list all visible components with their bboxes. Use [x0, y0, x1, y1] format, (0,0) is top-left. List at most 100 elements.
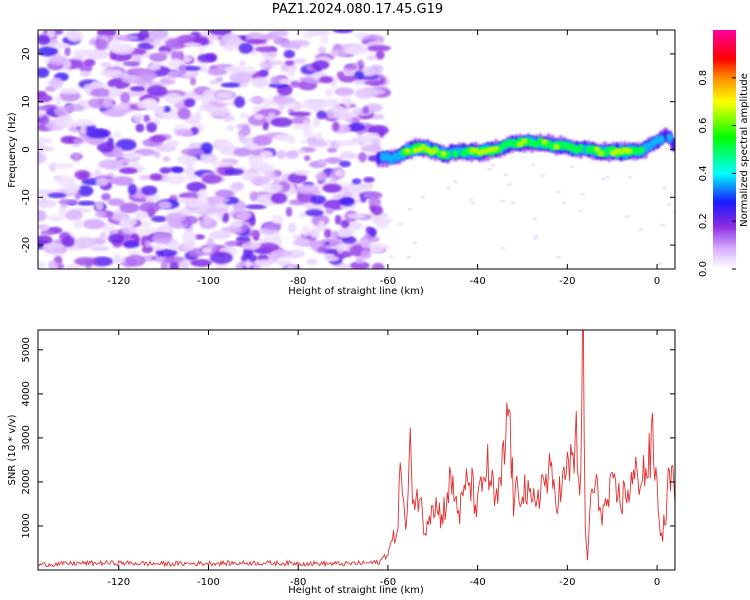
noise-cell [556, 255, 562, 259]
noise-cell [317, 220, 325, 231]
noise-cell [351, 107, 374, 116]
noise-cell [333, 112, 354, 121]
noise-cell [412, 241, 418, 245]
noise-cell [276, 259, 292, 267]
noise-cell [294, 42, 301, 51]
noise-cell [261, 33, 279, 40]
noise-cell [325, 207, 334, 215]
noise-cell [146, 85, 168, 97]
noise-cell [319, 76, 333, 84]
noise-cell [170, 50, 179, 61]
noise-cell [287, 66, 296, 77]
noise-cell [38, 146, 55, 152]
noise-cell [149, 173, 163, 181]
noise-cell [241, 241, 262, 250]
noise-cell [334, 214, 342, 225]
noise-cell [358, 152, 367, 163]
ridge-cell [492, 146, 500, 152]
noise-cell [74, 257, 97, 266]
noise-cell [131, 113, 145, 123]
noise-cell [98, 159, 122, 170]
noise-cell [216, 91, 233, 100]
noise-cell [490, 163, 496, 167]
y-tick-label: 5000 [21, 337, 32, 362]
noise-cell [72, 49, 95, 56]
noise-cell [407, 207, 413, 211]
noise-cell [284, 103, 305, 109]
noise-cell [340, 97, 351, 104]
noise-cell [249, 96, 266, 104]
noise-cell [221, 33, 241, 46]
noise-cell [311, 60, 330, 70]
noise-cell [254, 46, 278, 52]
noise-cell [530, 163, 536, 167]
noise-cell [164, 92, 183, 104]
noise-cell [107, 198, 125, 207]
noise-cell [40, 229, 55, 236]
noise-cell [146, 122, 157, 133]
noise-cell [95, 177, 109, 187]
noise-cell [301, 225, 311, 237]
noise-cell [162, 156, 171, 162]
noise-cell [285, 150, 299, 159]
noise-cell [181, 148, 205, 156]
colorbar: 0.0 0.2 0.4 0.6 0.8 Normalized spectral ampl… [698, 30, 750, 277]
noise-cell [302, 99, 326, 105]
noise-cell [169, 261, 179, 269]
noise-cell [366, 54, 378, 61]
noise-cell [363, 176, 375, 183]
x-tick-label: -80 [290, 276, 306, 287]
noise-cell [77, 200, 96, 206]
noise-cell [184, 164, 196, 177]
noise-cell [102, 97, 114, 109]
ridge-cell [593, 146, 601, 153]
noise-cell [500, 199, 506, 203]
noise-cell [199, 151, 212, 163]
noise-cell [64, 46, 71, 57]
noise-cell [164, 213, 186, 223]
colorbar-tick-label: 0.2 [698, 213, 709, 229]
noise-cell [149, 52, 168, 62]
noise-cell [324, 157, 343, 164]
noise-cell [252, 135, 273, 146]
noise-cell [287, 136, 296, 144]
noise-cell [167, 58, 184, 69]
noise-cell [176, 154, 198, 165]
noise-cell [286, 265, 296, 269]
noise-cell [318, 46, 327, 55]
noise-cell [147, 63, 161, 71]
noise-cell [503, 173, 509, 177]
noise-cell [666, 202, 672, 206]
noise-cell [201, 247, 213, 254]
noise-cell [332, 30, 354, 34]
noise-cell [251, 76, 269, 88]
noise-cell [119, 216, 138, 228]
noise-cell [207, 67, 228, 76]
noise-cell [198, 216, 205, 222]
y-tick-label: 1000 [21, 513, 32, 538]
noise-cell [367, 45, 392, 52]
noise-cell [340, 196, 355, 207]
noise-cell [362, 106, 369, 115]
noise-cell [368, 197, 382, 207]
noise-cell [324, 88, 334, 98]
ridge-cell [553, 144, 560, 150]
noise-cell [96, 141, 115, 153]
noise-cell [186, 201, 202, 208]
noise-cell [604, 175, 610, 179]
spectrogram-ylabel: Frequency (Hz) [7, 112, 18, 188]
noise-cell [315, 171, 328, 182]
noise-cell [311, 214, 330, 226]
noise-cell [229, 219, 244, 229]
ridge-cell [658, 134, 665, 145]
noise-cell [90, 245, 110, 252]
noise-cell [49, 77, 64, 89]
ridge-cell [521, 138, 528, 144]
noise-cell [54, 96, 62, 106]
x-tick-label: -60 [380, 276, 396, 287]
noise-cell [139, 70, 158, 81]
noise-cell [249, 157, 264, 167]
noise-cell [323, 228, 332, 239]
noise-cell [134, 211, 149, 220]
noise-cell [38, 137, 50, 145]
